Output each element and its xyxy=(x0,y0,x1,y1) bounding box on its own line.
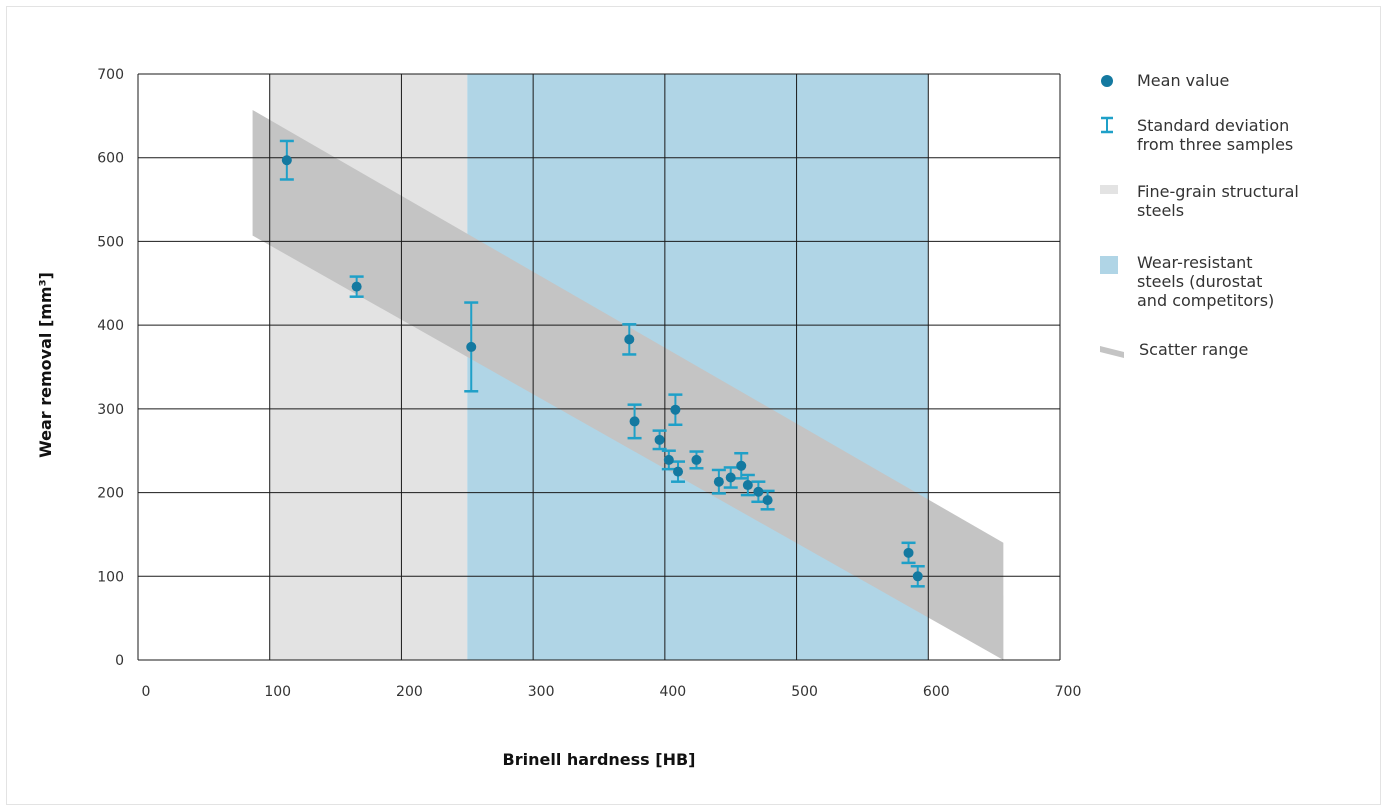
legend-label: Fine-grain structural steels xyxy=(1137,182,1299,220)
mean-point xyxy=(691,454,702,465)
legend-label-line: Mean value xyxy=(1137,71,1229,90)
y-tick-label: 500 xyxy=(97,234,124,250)
legend-label: Standard deviation from three samples xyxy=(1137,116,1293,154)
y-axis-label: Wear removal [mm³] xyxy=(36,272,55,458)
legend-label-line: Standard deviation xyxy=(1137,116,1289,135)
legend-label-line: steels (durostat xyxy=(1137,272,1262,291)
legend-item: Fine-grain structural steels xyxy=(1100,182,1299,220)
legend-band-icon xyxy=(1100,346,1124,358)
x-tick-label: 400 xyxy=(659,684,686,700)
legend: Mean value Standard deviation from three s… xyxy=(1100,71,1299,359)
mean-point xyxy=(670,404,681,415)
y-tick-label: 400 xyxy=(97,318,124,334)
y-tick-label: 600 xyxy=(97,151,124,167)
y-tick-label: 100 xyxy=(97,569,124,585)
chart-frame xyxy=(6,6,1381,805)
x-tick-label: 600 xyxy=(923,684,950,700)
legend-label: Wear-resistant steels (durostat and compet… xyxy=(1137,253,1274,310)
legend-label-line: Wear-resistant xyxy=(1137,253,1253,272)
mean-point xyxy=(466,341,477,352)
mean-point xyxy=(736,460,747,471)
legend-swatch xyxy=(1100,185,1118,194)
legend-label: Mean value xyxy=(1137,71,1229,90)
x-tick-label: 100 xyxy=(264,684,291,700)
x-tick-label: 300 xyxy=(528,684,555,700)
mean-point xyxy=(742,480,753,491)
mean-point xyxy=(624,334,635,345)
legend-label-line: Scatter range xyxy=(1139,340,1248,359)
mean-point xyxy=(725,472,736,483)
legend-label-line: from three samples xyxy=(1137,135,1293,154)
legend-item: Scatter range xyxy=(1100,340,1248,359)
y-tick-labels: 0 100 200 300 400 500 600 700 xyxy=(97,67,124,669)
legend-label-line: Fine-grain structural xyxy=(1137,182,1299,201)
x-axis-label: Brinell hardness [HB] xyxy=(503,750,696,769)
y-tick-label: 0 xyxy=(115,653,124,669)
mean-point xyxy=(663,454,674,465)
mean-points xyxy=(281,155,923,582)
mean-point xyxy=(912,571,923,582)
x-tick-label: 0 xyxy=(142,684,151,700)
error-bars xyxy=(279,139,925,588)
mean-point xyxy=(762,495,773,506)
x-tick-label: 500 xyxy=(791,684,818,700)
mean-point xyxy=(281,155,292,166)
x-tick-label: 700 xyxy=(1055,684,1082,700)
grid-lines xyxy=(137,73,1061,661)
y-tick-label: 700 xyxy=(97,67,124,83)
mean-point xyxy=(673,466,684,477)
mean-point xyxy=(713,476,724,487)
x-tick-label: 200 xyxy=(396,684,423,700)
legend-label: Scatter range xyxy=(1139,340,1248,359)
y-tick-label: 300 xyxy=(97,402,124,418)
legend-label-line: steels xyxy=(1137,201,1184,220)
legend-item: Wear-resistant steels (durostat and compet… xyxy=(1100,253,1274,310)
scatter-range-band xyxy=(252,109,1004,661)
mean-point xyxy=(351,281,362,292)
scatter-range xyxy=(252,109,1004,661)
mean-point xyxy=(629,416,640,427)
legend-item: Mean value xyxy=(1101,71,1229,90)
legend-dot-icon xyxy=(1101,75,1113,87)
legend-item: Standard deviation from three samples xyxy=(1101,116,1293,154)
legend-swatch xyxy=(1100,256,1118,274)
mean-point xyxy=(903,547,914,558)
mean-point xyxy=(654,434,665,445)
y-tick-label: 200 xyxy=(97,486,124,502)
mean-point xyxy=(753,486,764,497)
legend-label-line: and competitors) xyxy=(1137,291,1274,310)
x-tick-labels: 0 100 200 300 400 500 600 700 xyxy=(142,684,1082,700)
